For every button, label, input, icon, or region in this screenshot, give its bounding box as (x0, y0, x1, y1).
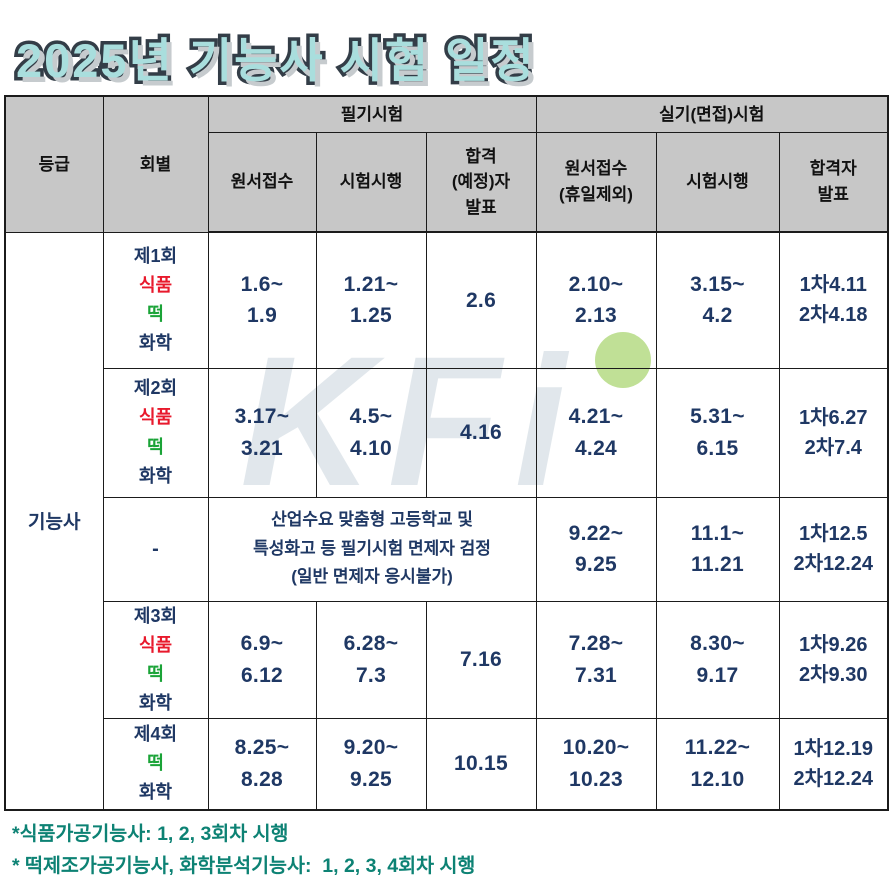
session-cell: 제3회 식품 떡 화학 (102, 600, 209, 720)
session-line: 화학 (138, 465, 173, 486)
session-line: 떡 (147, 304, 164, 324)
table-row-exemption: - 산업수요 맞춤형 고등학교 및 특성화고 등 필기시험 면제자 검정 (일반… (5, 496, 889, 602)
session-cell: 제2회 식품 떡 화학 (102, 367, 209, 498)
practical-exam-cell: 8.30~ 9.17 (655, 600, 780, 720)
practical-apply-cell: 7.28~ 7.31 (535, 600, 657, 720)
grade-cell: 기능사 (4, 231, 104, 811)
practical-exam-cell: 11.22~ 12.10 (655, 718, 780, 811)
session-line: 제4회 (133, 724, 178, 745)
practical-apply-cell: 4.21~ 4.24 (535, 367, 657, 498)
header-session: 회별 (102, 95, 209, 233)
table-row: 기능사 제1회 식품 떡 화학 1.6~ 1.9 1.21~ 1.25 2.6 … (4, 231, 889, 811)
session-line: 화학 (138, 692, 173, 713)
header-practical-exam: 시험시행 (655, 131, 780, 233)
session-line: 식품 (138, 634, 173, 655)
written-announce-cell: 4.16 (425, 367, 537, 498)
header-written-apply: 원서접수 (207, 131, 317, 233)
practical-apply-cell: 9.22~ 9.25 (535, 496, 657, 602)
session-cell: 제1회 식품 떡 화학 (102, 231, 209, 369)
header-practical-apply: 원서접수 (휴일제외) (535, 131, 657, 233)
note-food-processing: *식품가공기능사: 1, 2, 3회차 시행 (12, 823, 289, 845)
written-exam-cell: 6.28~ 7.3 (315, 600, 427, 720)
header-practical-group: 실기(면접)시험 (535, 95, 889, 133)
session-line: 식품 (138, 407, 173, 428)
written-exam-cell: 4.5~ 4.10 (315, 367, 427, 498)
header-grade: 등급 (4, 95, 104, 233)
footer-notes: *식품가공기능사: 1, 2, 3회차 시행 * 떡제조가공기능사, 화학분석기… (12, 818, 475, 882)
written-apply-cell: 3.17~ 3.21 (207, 367, 317, 498)
written-exam-cell: 1.21~ 1.25 (315, 231, 427, 369)
page-title: 2025년 기능사 시험 일정 (13, 31, 538, 91)
session-line: 제2회 (133, 378, 178, 399)
session-line: 제3회 (133, 605, 178, 626)
practical-apply-cell: 2.10~ 2.13 (535, 231, 657, 369)
header-practical-announce: 합격자 발표 (778, 131, 889, 233)
header-row-groups: 등급 회별 필기시험 실기(면접)시험 (4, 95, 889, 233)
session-line: 제1회 (133, 245, 178, 266)
session-cell: 제4회 떡 화학 (102, 718, 209, 811)
practical-announce-cell: 1차12.5 2차12.24 (778, 496, 889, 602)
practical-announce-cell: 1차4.11 2차4.18 (778, 231, 889, 369)
practical-announce-cell: 1차12.19 2차12.24 (778, 718, 889, 811)
session-line: 떡 (147, 663, 164, 684)
session-line: 식품 (138, 274, 173, 295)
session-cell: - (102, 496, 209, 602)
written-apply-cell: 1.6~ 1.9 (207, 231, 317, 369)
exemption-note-cell: 산업수요 맞춤형 고등학교 및 특성화고 등 필기시험 면제자 검정 (일반 면… (207, 496, 537, 602)
session-line: 화학 (138, 782, 173, 803)
practical-exam-cell: 3.15~ 4.2 (655, 231, 780, 369)
written-exam-cell: 9.20~ 9.25 (315, 718, 427, 811)
header-written-group: 필기시험 (207, 95, 537, 133)
written-announce-cell: 10.15 (425, 718, 537, 811)
practical-exam-cell: 11.1~ 11.21 (655, 496, 780, 602)
practical-announce-cell: 1차9.26 2차9.30 (778, 600, 889, 720)
written-apply-cell: 6.9~ 6.12 (207, 600, 317, 720)
header-row-sub: 원서접수 시험시행 합격 (예정)자 발표 원서접수 (휴일제외) 시험시행 합… (5, 131, 889, 233)
practical-apply-cell: 10.20~ 10.23 (535, 718, 657, 811)
session-line: 떡 (147, 753, 164, 774)
header-written-announce: 합격 (예정)자 발표 (425, 131, 537, 233)
session-line: 화학 (138, 333, 173, 354)
written-apply-cell: 8.25~ 8.28 (207, 718, 317, 811)
table-row: 제3회 식품 떡 화학 6.9~ 6.12 6.28~ 7.3 7.16 7.2… (5, 600, 889, 720)
table-row: 제2회 식품 떡 화학 3.17~ 3.21 4.5~ 4.10 4.16 4.… (5, 367, 889, 498)
practical-announce-cell: 1차6.27 2차7.4 (778, 367, 889, 498)
exam-schedule-table: 등급 회별 필기시험 실기(면접)시험 원서접수 시험시행 합격 (예정)자 발… (4, 95, 890, 811)
note-rice-cake-chemical: * 떡제조가공기능사, 화학분석기능사: 1, 2, 3, 4회차 시행 (12, 855, 476, 878)
practical-exam-cell: 5.31~ 6.15 (655, 367, 780, 498)
written-announce-cell: 7.16 (425, 600, 537, 720)
header-written-exam: 시험시행 (315, 131, 427, 233)
session-line: 떡 (147, 436, 164, 457)
written-announce-cell: 2.6 (425, 231, 537, 369)
table-row: 제4회 떡 화학 8.25~ 8.28 9.20~ 9.25 10.15 10.… (5, 718, 889, 811)
